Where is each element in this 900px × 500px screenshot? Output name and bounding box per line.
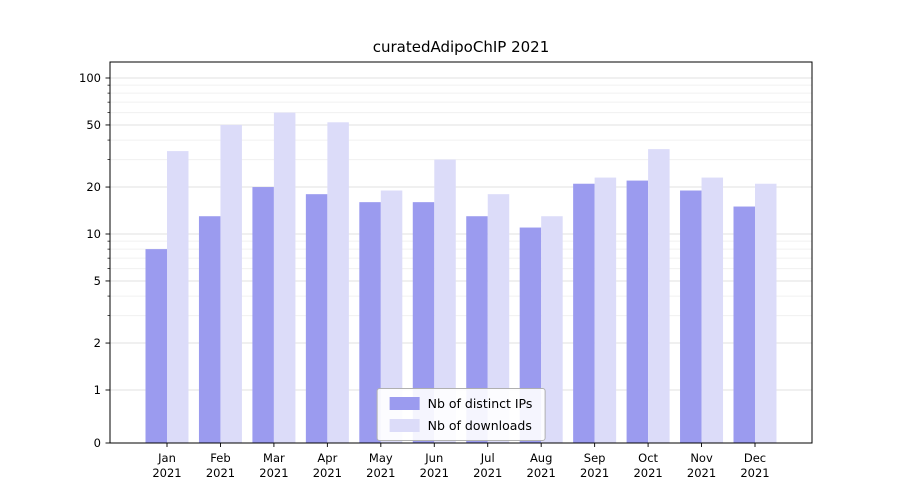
- bar: [755, 183, 777, 443]
- bar: [359, 202, 381, 443]
- x-tick-label: May: [369, 451, 393, 465]
- x-tick-label-year: 2021: [740, 466, 769, 480]
- legend: Nb of distinct IPs Nb of downloads: [376, 388, 546, 441]
- x-tick-label: Nov: [690, 451, 713, 465]
- x-tick-label: Oct: [638, 451, 658, 465]
- x-tick-label: Jun: [424, 451, 443, 465]
- bar: [541, 216, 563, 443]
- legend-swatch-downloads: [389, 419, 420, 432]
- x-tick-label-year: 2021: [473, 466, 502, 480]
- x-tick-label: Jul: [480, 451, 495, 465]
- x-tick-label-year: 2021: [527, 466, 556, 480]
- chart-title: curatedAdipoChIP 2021: [372, 38, 550, 56]
- bar: [466, 216, 488, 443]
- bar: [305, 194, 328, 443]
- y-tick-label: 0: [94, 436, 101, 450]
- y-tick-label: 1: [94, 383, 101, 397]
- bar: [412, 202, 435, 443]
- bar: [145, 249, 167, 443]
- x-tick-label-year: 2021: [366, 466, 395, 480]
- bar: [626, 180, 649, 443]
- y-tick-label: 100: [79, 71, 101, 85]
- x-tick-label: Dec: [744, 451, 766, 465]
- bar: [273, 112, 296, 444]
- y-tick-label: 20: [86, 180, 101, 194]
- bar: [220, 124, 242, 443]
- bar: [573, 183, 595, 443]
- x-tick-label: Feb: [210, 451, 230, 465]
- x-tick-label-year: 2021: [580, 466, 609, 480]
- legend-item-downloads: Nb of downloads: [389, 418, 533, 433]
- x-tick-label: Aug: [530, 451, 552, 465]
- legend-swatch-distinct-ips: [389, 397, 420, 410]
- x-tick-label-year: 2021: [313, 466, 342, 480]
- y-tick-label: 5: [94, 274, 101, 288]
- bar: [648, 149, 670, 444]
- x-tick-label-year: 2021: [206, 466, 235, 480]
- x-tick-label-year: 2021: [420, 466, 449, 480]
- bar: [680, 190, 702, 443]
- legend-item-distinct-ips: Nb of distinct IPs: [389, 396, 533, 411]
- x-tick-label: Mar: [263, 451, 285, 465]
- bar: [167, 151, 189, 443]
- bar: [594, 177, 617, 443]
- x-tick-label-year: 2021: [259, 466, 288, 480]
- x-tick-label-year: 2021: [152, 466, 181, 480]
- y-tick-label: 50: [86, 118, 101, 132]
- x-tick-label: Sep: [584, 451, 606, 465]
- legend-label-downloads: Nb of downloads: [427, 418, 532, 433]
- bar: [198, 216, 221, 443]
- plot-border: [109, 61, 813, 444]
- bar: [434, 159, 456, 443]
- y-tick-label: 2: [94, 336, 101, 350]
- x-tick-label-year: 2021: [687, 466, 716, 480]
- y-tick-label: 10: [86, 227, 101, 241]
- x-tick-label: Jan: [157, 451, 176, 465]
- bar: [252, 187, 274, 443]
- bar: [487, 194, 510, 443]
- bar: [380, 190, 403, 443]
- legend-label-distinct-ips: Nb of distinct IPs: [427, 396, 533, 411]
- bar: [733, 206, 755, 443]
- bar: [327, 122, 349, 444]
- x-tick-label-year: 2021: [633, 466, 662, 480]
- bar: [701, 177, 724, 443]
- x-tick-label: Apr: [317, 451, 337, 465]
